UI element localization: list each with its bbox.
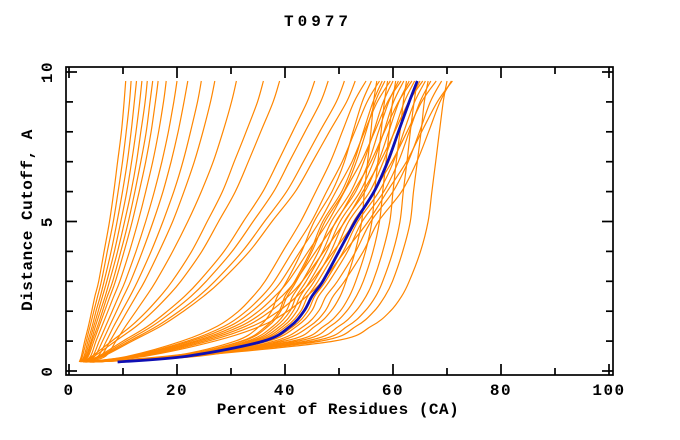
model-curve-model-04 bbox=[85, 80, 381, 363]
model-curve-model-44 bbox=[84, 80, 189, 363]
model-curve-model-28 bbox=[86, 80, 453, 363]
model-curve-model-40 bbox=[81, 80, 154, 363]
model-curve-model-36 bbox=[79, 80, 132, 363]
model-curve-model-34 bbox=[83, 80, 356, 363]
model-curve-model-37 bbox=[79, 80, 138, 363]
y-tick-label: 5 bbox=[39, 216, 57, 227]
model-curve-model-41 bbox=[82, 80, 159, 363]
model-curve-model-27 bbox=[92, 80, 452, 363]
x-tick-label: 0 bbox=[63, 382, 74, 400]
model-curve-model-10 bbox=[93, 80, 397, 363]
model-curve-model-31 bbox=[83, 80, 316, 363]
model-curve-model-38 bbox=[80, 80, 143, 363]
x-tick-label: 100 bbox=[592, 382, 625, 400]
model-curve-model-12 bbox=[85, 80, 402, 363]
y-tick-label: 0 bbox=[39, 365, 57, 376]
model-curve-model-02 bbox=[89, 80, 372, 363]
model-curve-model-33 bbox=[83, 80, 345, 363]
y-axis-title: Distance Cutoff, A bbox=[19, 129, 37, 311]
model-curve-model-35 bbox=[78, 80, 127, 363]
model-curve-model-45 bbox=[86, 80, 202, 363]
model-curve-model-07 bbox=[92, 80, 389, 363]
model-curve-model-47 bbox=[88, 80, 237, 363]
model-curve-model-11 bbox=[90, 80, 399, 363]
model-curve-model-32 bbox=[83, 80, 329, 363]
x-tick-label: 80 bbox=[490, 382, 512, 400]
model-curve-model-46 bbox=[87, 80, 216, 363]
y-tick-label: 10 bbox=[39, 61, 57, 83]
model-curve-model-18 bbox=[93, 80, 418, 363]
model-curve-model-43 bbox=[83, 80, 178, 363]
model-curve-model-29 bbox=[82, 80, 264, 363]
model-curve-model-25 bbox=[92, 80, 443, 363]
model-curve-model-01 bbox=[85, 80, 367, 363]
x-tick-label: 40 bbox=[274, 382, 296, 400]
model-curve-model-15 bbox=[91, 80, 410, 363]
x-tick-label: 20 bbox=[166, 382, 188, 400]
model-curve-model-22 bbox=[93, 80, 429, 363]
x-axis-title: Percent of Residues (CA) bbox=[216, 401, 460, 419]
model-curve-model-20 bbox=[86, 80, 424, 363]
model-curves bbox=[78, 80, 453, 364]
chart-title: T0977 bbox=[283, 13, 353, 31]
model-curve-model-16 bbox=[86, 80, 413, 363]
model-curve-model-26 bbox=[94, 80, 448, 363]
x-tick-label: 60 bbox=[382, 382, 404, 400]
model-curve-model-42 bbox=[82, 80, 167, 363]
highlighted-model-curve bbox=[117, 80, 419, 364]
model-curve-model-14 bbox=[93, 80, 408, 363]
model-curve-model-24 bbox=[86, 80, 437, 363]
model-curve-model-08 bbox=[85, 80, 391, 363]
model-curve-model-39 bbox=[80, 80, 148, 363]
tick-labels: 0 20 40 60 80 100 0 5 10 bbox=[39, 61, 625, 400]
axis-frame bbox=[65, 66, 614, 376]
